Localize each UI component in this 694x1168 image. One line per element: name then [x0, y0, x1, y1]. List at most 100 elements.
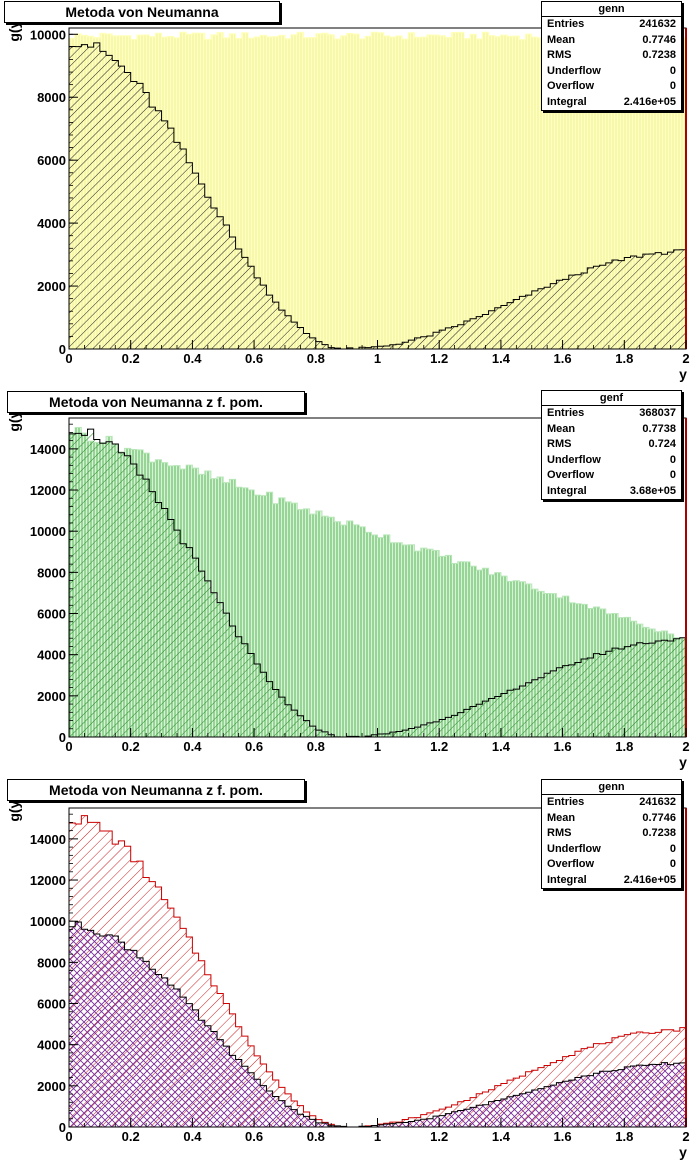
x-tick-label: 0 [65, 351, 72, 366]
stats-row: Overflow 0 [542, 468, 681, 484]
stats-label: Entries [547, 796, 585, 808]
stats-row: Mean 0.7746 [542, 811, 681, 827]
panel-3-stats-box: genn Entries 241632 Mean 0.7746 RMS 0.7238 … [541, 779, 682, 889]
x-tick-label: 1 [374, 1129, 381, 1144]
stats-value: 0 [669, 80, 676, 92]
stats-label: Underflow [547, 842, 601, 855]
stats-label: RMS [547, 827, 572, 839]
stats-value: 368037 [639, 407, 676, 419]
x-tick-label: 1.2 [430, 351, 448, 366]
stats-value: 241632 [639, 796, 676, 808]
y-tick-label: 0 [59, 730, 66, 745]
x-tick-label: 0.6 [245, 1129, 263, 1144]
panel-3-title: Metoda von Neumanna z f. pom. [7, 779, 305, 801]
x-tick-label: 1.4 [492, 351, 511, 366]
x-tick-label: 1.2 [430, 1129, 448, 1144]
y-tick-label: 4000 [37, 216, 66, 231]
histogram-series-genn [68, 921, 687, 1128]
y-tick-label: 4000 [37, 648, 66, 663]
y-tick-label: 10000 [30, 524, 66, 539]
x-tick-label: 1 [374, 739, 381, 754]
stats-value: 3.68e+05 [629, 484, 676, 497]
stats-row: Entries 241632 [542, 17, 681, 33]
y-tick-label: 4000 [37, 1038, 66, 1053]
x-axis-label: y [679, 366, 687, 382]
y-tick-label: 0 [59, 342, 66, 357]
x-tick-label: 1.8 [615, 739, 633, 754]
x-tick-label: 0 [65, 1129, 72, 1144]
stats-label: Mean [547, 33, 576, 46]
stats-label: RMS [547, 49, 572, 61]
x-tick-label: 1.6 [554, 351, 572, 366]
stats-value: 0.7738 [642, 422, 676, 435]
y-tick-label: 0 [59, 1120, 66, 1135]
x-tick-label: 2 [682, 739, 689, 754]
stats-row: Entries 368037 [542, 406, 681, 422]
stats-name: genn [542, 780, 681, 795]
x-tick-label: 1.4 [492, 739, 511, 754]
x-tick-label: 2 [682, 1129, 689, 1144]
y-tick-label: 2000 [37, 689, 66, 704]
stats-value: 0.7238 [642, 49, 676, 61]
stats-label: Overflow [547, 469, 595, 481]
y-tick-label: 14000 [30, 832, 66, 847]
stats-label: RMS [547, 438, 572, 450]
x-tick-label: 1.6 [554, 739, 572, 754]
stats-value: 0.7746 [642, 811, 676, 824]
x-tick-label: 0.6 [245, 351, 263, 366]
x-tick-label: 0.8 [307, 739, 325, 754]
stats-label: Underflow [547, 453, 601, 466]
stats-row: Entries 241632 [542, 795, 681, 811]
stats-row: RMS 0.724 [542, 437, 681, 453]
x-tick-label: 0.2 [122, 739, 140, 754]
stats-name: genf [542, 391, 681, 406]
panel-1: 0 0.2 0.4 0.6 0.8 1 1.2 1.4 1.6 1.8 2 0 2000 4000 6000… [6, 16, 690, 382]
y-tick-label: 6000 [37, 607, 66, 622]
panel-1-stats-box: genn Entries 241632 Mean 0.7746 RMS 0.7238 … [541, 1, 682, 111]
stats-row: Integral 2.416e+05 [542, 873, 681, 889]
x-tick-label: 1.8 [615, 351, 633, 366]
y-tick-label: 8000 [37, 90, 66, 105]
x-tick-label: 0.8 [307, 1129, 325, 1144]
stats-row: Mean 0.7746 [542, 33, 681, 49]
stats-row: Integral 3.68e+05 [542, 484, 681, 500]
stats-value: 0 [669, 858, 676, 870]
y-tick-label: 2000 [37, 1079, 66, 1094]
stats-row: RMS 0.7238 [542, 48, 681, 64]
x-tick-label: 1.2 [430, 739, 448, 754]
panel-3: 0 0.2 0.4 0.6 0.8 1 1.2 1.4 1.6 1.8 2 0 2000 4000 6000… [6, 796, 690, 1160]
stats-value: 0 [669, 469, 676, 481]
y-tick-label: 8000 [37, 565, 66, 580]
stats-row: Underflow 0 [542, 453, 681, 469]
stats-label: Integral [547, 484, 587, 497]
stats-value: 2.416e+05 [623, 95, 676, 108]
y-tick-label: 12000 [30, 483, 66, 498]
y-axis-label: g(y) [6, 796, 22, 822]
panel-2-title: Metoda von Neumanna z f. pom. [7, 391, 305, 413]
x-axis-label: y [679, 1144, 687, 1160]
stats-label: Overflow [547, 80, 595, 92]
stats-value: 0.724 [648, 438, 676, 450]
y-tick-label: 6000 [37, 153, 66, 168]
stats-label: Overflow [547, 858, 595, 870]
stats-row: RMS 0.7238 [542, 826, 681, 842]
x-axis-label: y [679, 754, 687, 770]
stats-value: 0.7746 [642, 33, 676, 46]
x-tick-label: 1 [374, 351, 381, 366]
stats-label: Underflow [547, 64, 601, 77]
x-tick-label: 0.4 [183, 1129, 202, 1144]
stats-label: Integral [547, 873, 587, 886]
stats-row: Integral 2.416e+05 [542, 95, 681, 111]
x-tick-label: 0.4 [183, 351, 202, 366]
y-tick-label: 2000 [37, 279, 66, 294]
y-tick-label: 12000 [30, 873, 66, 888]
x-tick-label: 0.2 [122, 351, 140, 366]
stats-value: 0.7238 [642, 827, 676, 839]
panel-2-stats-box: genf Entries 368037 Mean 0.7738 RMS 0.724 U… [541, 390, 682, 500]
x-tick-label: 1.6 [554, 1129, 572, 1144]
x-tick-label: 0.2 [122, 1129, 140, 1144]
stats-value: 0 [669, 453, 676, 466]
x-tick-label: 0 [65, 739, 72, 754]
stats-row: Overflow 0 [542, 79, 681, 95]
